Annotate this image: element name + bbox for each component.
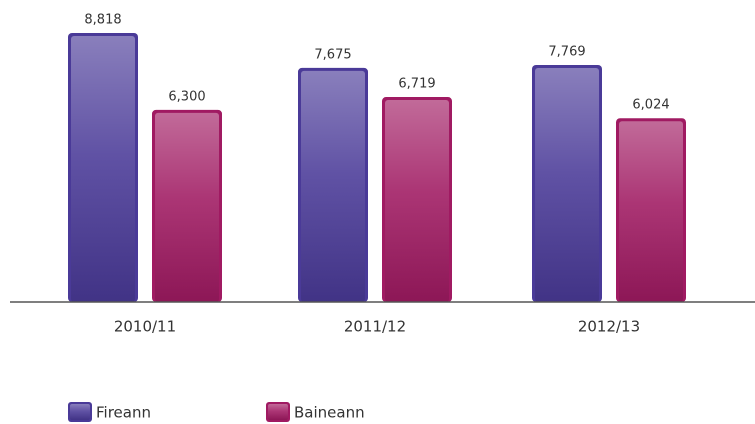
bar-gloss [385,100,449,302]
value-label: 6,024 [632,98,669,113]
bar-gloss [619,121,683,303]
value-label: 7,675 [314,47,351,62]
x-tick-label: 2010/11 [114,318,176,336]
legend-gloss [268,404,288,420]
bar-gloss [71,36,135,302]
value-label: 8,818 [84,13,121,28]
legend-label: Baineann [294,404,365,422]
x-tick-label: 2011/12 [344,318,406,336]
value-label: 7,769 [548,45,585,60]
bar-gloss [155,112,219,302]
value-label: 6,719 [398,77,435,92]
x-tick-label: 2012/13 [578,318,640,336]
legend-label: Fireann [96,404,151,422]
bar-gloss [535,68,599,302]
bar-gloss [301,70,365,303]
legend-gloss [70,404,90,420]
value-label: 6,300 [168,89,205,104]
